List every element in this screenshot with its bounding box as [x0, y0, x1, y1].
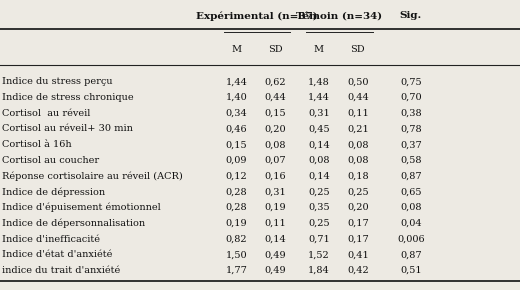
Text: 0,34: 0,34: [226, 109, 248, 118]
Text: 0,19: 0,19: [226, 219, 248, 228]
Text: 0,58: 0,58: [400, 156, 422, 165]
Text: 0,14: 0,14: [308, 172, 330, 181]
Text: Témoin (n=34): Témoin (n=34): [296, 11, 383, 21]
Text: 1,44: 1,44: [226, 77, 248, 86]
Text: 0,70: 0,70: [400, 93, 422, 102]
Text: 0,65: 0,65: [400, 187, 422, 196]
Text: M: M: [231, 45, 242, 54]
Text: 0,37: 0,37: [400, 140, 422, 149]
Text: 0,17: 0,17: [347, 235, 369, 244]
Text: 1,50: 1,50: [226, 250, 248, 259]
Text: Indice de dépersonnalisation: Indice de dépersonnalisation: [2, 219, 145, 228]
Text: 1,84: 1,84: [308, 266, 330, 275]
Text: Indice d'état d'anxiété: Indice d'état d'anxiété: [2, 250, 112, 259]
Text: Sig.: Sig.: [400, 11, 422, 21]
Text: 0,11: 0,11: [347, 109, 369, 118]
Text: 0,07: 0,07: [265, 156, 287, 165]
Text: 0,15: 0,15: [265, 109, 287, 118]
Text: Cortisol au réveil+ 30 min: Cortisol au réveil+ 30 min: [2, 124, 133, 133]
Text: indice du trait d'anxiété: indice du trait d'anxiété: [2, 266, 120, 275]
Text: SD: SD: [268, 45, 283, 54]
Text: 0,44: 0,44: [265, 93, 287, 102]
Text: 0,20: 0,20: [347, 203, 369, 212]
Text: 0,45: 0,45: [308, 124, 330, 133]
Text: 1,77: 1,77: [226, 266, 248, 275]
Text: Indice de stress chronique: Indice de stress chronique: [2, 93, 133, 102]
Text: 0,49: 0,49: [265, 266, 287, 275]
Text: Expérimental (n=37): Expérimental (n=37): [196, 11, 318, 21]
Text: 0,04: 0,04: [400, 219, 422, 228]
Text: 0,38: 0,38: [400, 109, 422, 118]
Text: Cortisol au coucher: Cortisol au coucher: [2, 156, 99, 165]
Text: Indice d'épuisement émotionnel: Indice d'épuisement émotionnel: [2, 203, 160, 212]
Text: 0,28: 0,28: [226, 187, 248, 196]
Text: 0,50: 0,50: [347, 77, 369, 86]
Text: 0,25: 0,25: [308, 219, 330, 228]
Text: 0,87: 0,87: [400, 250, 422, 259]
Text: 0,49: 0,49: [265, 250, 287, 259]
Text: 0,75: 0,75: [400, 77, 422, 86]
Text: 0,51: 0,51: [400, 266, 422, 275]
Text: 0,16: 0,16: [265, 172, 287, 181]
Text: 0,18: 0,18: [347, 172, 369, 181]
Text: 1,52: 1,52: [308, 250, 330, 259]
Text: 0,25: 0,25: [308, 187, 330, 196]
Text: 0,87: 0,87: [400, 172, 422, 181]
Text: Indice d'inefficacité: Indice d'inefficacité: [2, 235, 99, 244]
Text: 0,14: 0,14: [265, 235, 287, 244]
Text: Indice de dépression: Indice de dépression: [2, 187, 105, 197]
Text: 0,08: 0,08: [265, 140, 287, 149]
Text: 0,15: 0,15: [226, 140, 248, 149]
Text: 0,31: 0,31: [265, 187, 287, 196]
Text: Indice du stress perçu: Indice du stress perçu: [2, 77, 112, 86]
Text: 0,42: 0,42: [347, 266, 369, 275]
Text: 1,40: 1,40: [226, 93, 248, 102]
Text: 0,17: 0,17: [347, 219, 369, 228]
Text: 0,21: 0,21: [347, 124, 369, 133]
Text: 0,09: 0,09: [226, 156, 248, 165]
Text: 0,82: 0,82: [226, 235, 248, 244]
Text: 0,006: 0,006: [397, 235, 425, 244]
Text: 0,08: 0,08: [308, 156, 330, 165]
Text: 0,19: 0,19: [265, 203, 287, 212]
Text: 0,08: 0,08: [347, 156, 369, 165]
Text: 0,11: 0,11: [265, 219, 287, 228]
Text: 0,08: 0,08: [400, 203, 422, 212]
Text: 0,46: 0,46: [226, 124, 248, 133]
Text: 0,12: 0,12: [226, 172, 248, 181]
Text: 0,35: 0,35: [308, 203, 330, 212]
Text: 0,08: 0,08: [347, 140, 369, 149]
Text: 0,44: 0,44: [347, 93, 369, 102]
Text: 0,78: 0,78: [400, 124, 422, 133]
Text: SD: SD: [350, 45, 365, 54]
Text: 0,62: 0,62: [265, 77, 287, 86]
Text: 0,14: 0,14: [308, 140, 330, 149]
Text: Cortisol à 16h: Cortisol à 16h: [2, 140, 71, 149]
Text: 1,48: 1,48: [308, 77, 330, 86]
Text: 0,71: 0,71: [308, 235, 330, 244]
Text: Cortisol  au réveil: Cortisol au réveil: [2, 109, 90, 118]
Text: Réponse cortisolaire au réveil (ACR): Réponse cortisolaire au réveil (ACR): [2, 171, 183, 181]
Text: 0,41: 0,41: [347, 250, 369, 259]
Text: 0,31: 0,31: [308, 109, 330, 118]
Text: M: M: [314, 45, 324, 54]
Text: 0,28: 0,28: [226, 203, 248, 212]
Text: 1,44: 1,44: [308, 93, 330, 102]
Text: 0,25: 0,25: [347, 187, 369, 196]
Text: 0,20: 0,20: [265, 124, 287, 133]
